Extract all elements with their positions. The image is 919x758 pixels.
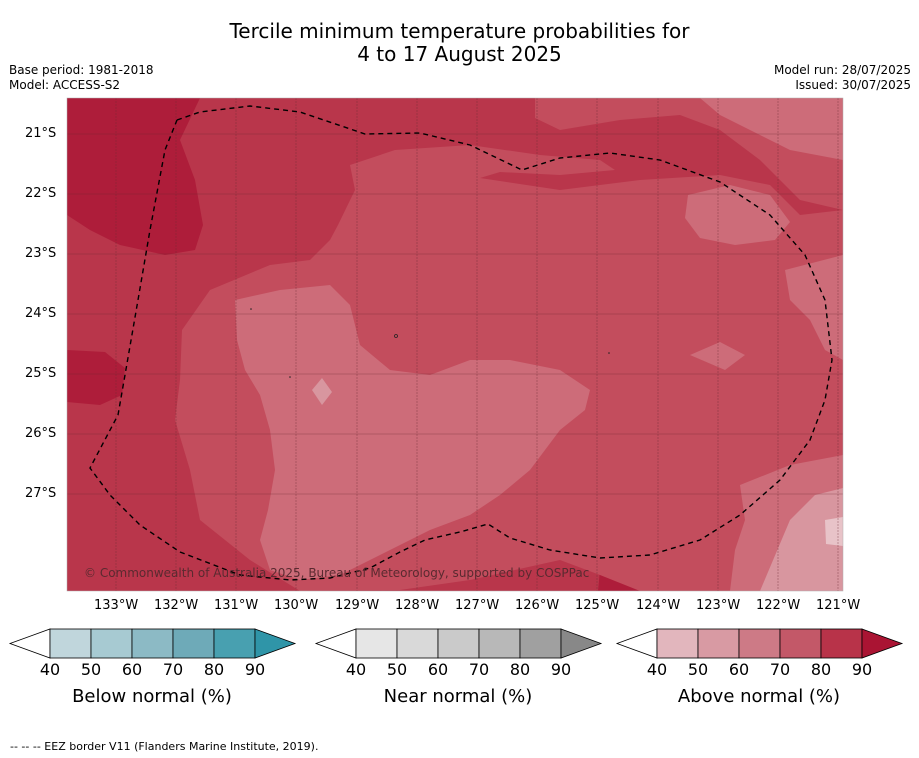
lat-label: 23°S bbox=[25, 246, 57, 261]
colorbar-segment bbox=[90, 628, 133, 659]
region-60-70-small-east bbox=[690, 342, 745, 370]
colorbar-tick-label: 80 bbox=[509, 660, 531, 679]
colorbar-tick-label: 90 bbox=[244, 660, 266, 679]
colorbar-segment bbox=[172, 628, 215, 659]
lon-label: 130°W bbox=[274, 598, 319, 613]
region-50-60-southeast bbox=[760, 488, 843, 591]
colorbar-tick-label: 50 bbox=[687, 660, 709, 679]
map-frame bbox=[66, 97, 844, 592]
region-60-70-northeast bbox=[700, 98, 843, 160]
colorbar-segment bbox=[396, 628, 439, 659]
probability-map bbox=[67, 98, 843, 591]
lon-label: 121°W bbox=[816, 598, 861, 613]
colorbar-segment bbox=[820, 628, 863, 659]
lat-label: 26°S bbox=[25, 426, 57, 441]
island-marker bbox=[394, 334, 398, 338]
model-run: Model run: 28/07/2025 bbox=[773, 63, 911, 77]
region-high-west bbox=[67, 350, 125, 405]
lon-label: 124°W bbox=[636, 598, 681, 613]
colorbar-tick-label: 90 bbox=[550, 660, 572, 679]
island-marker bbox=[289, 376, 291, 378]
colorbar-extend-low bbox=[615, 628, 658, 659]
colorbar-segment bbox=[437, 628, 480, 659]
colorbar-segment bbox=[697, 628, 740, 659]
colorbar-segment bbox=[213, 628, 256, 659]
colorbar-segment bbox=[779, 628, 822, 659]
colorbar-tick-label: 60 bbox=[728, 660, 750, 679]
island-marker bbox=[250, 308, 252, 310]
colorbar-tick-label: 80 bbox=[810, 660, 832, 679]
lat-label: 27°S bbox=[25, 486, 57, 501]
lon-label: 122°W bbox=[756, 598, 801, 613]
colorbar-tick-label: 80 bbox=[203, 660, 225, 679]
graticule bbox=[67, 98, 843, 591]
colorbar-tick-label: 70 bbox=[162, 660, 184, 679]
region-50-60-small bbox=[312, 378, 332, 405]
colorbar-tick-label: 40 bbox=[345, 660, 367, 679]
island-marker bbox=[608, 352, 610, 354]
colorbar-tick-label: 40 bbox=[646, 660, 668, 679]
copyright-text: © Commonwealth of Australia 2025, Bureau… bbox=[84, 566, 589, 580]
colorbar-extend-high bbox=[254, 628, 297, 659]
colorbar-segment bbox=[738, 628, 781, 659]
lat-label: 25°S bbox=[25, 366, 57, 381]
footnote: -- -- -- EEZ border V11 (Flanders Marine… bbox=[10, 740, 319, 753]
colorbar-tick-label: 50 bbox=[80, 660, 102, 679]
colorbar-tick-label: 60 bbox=[427, 660, 449, 679]
colorbar-segment bbox=[49, 628, 92, 659]
colorbar-near-normal bbox=[314, 628, 603, 659]
colorbar-title-above: Above normal (%) bbox=[677, 686, 841, 707]
lon-label: 126°W bbox=[515, 598, 560, 613]
lat-label: 24°S bbox=[25, 306, 57, 321]
model-name: Model: ACCESS-S2 bbox=[9, 78, 121, 92]
lat-label: 21°S bbox=[25, 126, 57, 141]
colorbar-segment bbox=[478, 628, 521, 659]
colorbar-extend-low bbox=[314, 628, 357, 659]
lon-label: 128°W bbox=[395, 598, 440, 613]
colorbar-tick-label: 90 bbox=[851, 660, 873, 679]
lon-label: 127°W bbox=[455, 598, 500, 613]
colorbar-extend-high bbox=[560, 628, 603, 659]
lon-label: 133°W bbox=[94, 598, 139, 613]
region-60-70-center bbox=[235, 285, 590, 580]
lon-label: 123°W bbox=[696, 598, 741, 613]
base-period: Base period: 1981-2018 bbox=[9, 63, 154, 77]
colorbar-extend-high bbox=[861, 628, 904, 659]
region-40-50-spot bbox=[825, 517, 843, 546]
colorbar-tick-label: 60 bbox=[121, 660, 143, 679]
lon-label: 129°W bbox=[335, 598, 380, 613]
colorbar-segment bbox=[519, 628, 562, 659]
issued-date: Issued: 30/07/2025 bbox=[795, 78, 911, 92]
colorbar-segment bbox=[355, 628, 398, 659]
colorbar-tick-label: 50 bbox=[386, 660, 408, 679]
lon-label: 125°W bbox=[575, 598, 620, 613]
lon-label: 132°W bbox=[154, 598, 199, 613]
colorbar-segment bbox=[131, 628, 174, 659]
colorbar-above-normal bbox=[615, 628, 904, 659]
colorbar-tick-label: 70 bbox=[468, 660, 490, 679]
colorbar-title-below: Below normal (%) bbox=[72, 686, 232, 707]
colorbar-extend-low bbox=[8, 628, 51, 659]
map-title-line2: 4 to 17 August 2025 bbox=[357, 42, 562, 66]
colorbar-tick-label: 70 bbox=[769, 660, 791, 679]
colorbar-tick-label: 40 bbox=[39, 660, 61, 679]
colorbar-below-normal bbox=[8, 628, 297, 659]
region-high-northwest bbox=[67, 98, 203, 255]
region-60-70-east-blob bbox=[685, 185, 790, 245]
lat-label: 22°S bbox=[25, 186, 57, 201]
lon-label: 131°W bbox=[214, 598, 259, 613]
colorbar-segment bbox=[656, 628, 699, 659]
colorbar-title-near: Near normal (%) bbox=[383, 686, 533, 707]
map-title-line1: Tercile minimum temperature probabilitie… bbox=[229, 19, 690, 43]
